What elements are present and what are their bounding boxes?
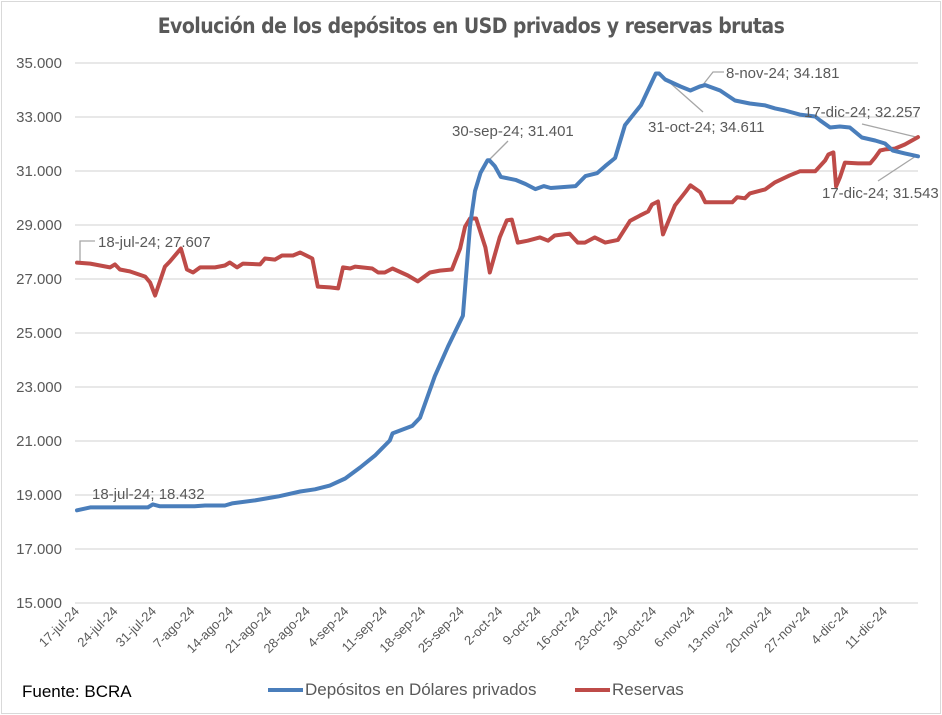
legend-item-depositos[interactable]: Depósitos en Dólares privados (268, 680, 537, 700)
legend-swatch-reservas (575, 688, 610, 692)
legend-item-reservas[interactable]: Reservas (575, 680, 684, 700)
data-label: 8-nov-24; 34.181 (726, 65, 839, 82)
data-label: 18-jul-24; 18.432 (92, 486, 205, 503)
x-tick-label: 11-dic-24 (842, 604, 890, 652)
y-tick-label: 33.000 (16, 109, 62, 126)
x-axis-ticks: 17-jul-2424-jul-2431-jul-247-ago-2414-ag… (36, 604, 890, 657)
data-label: 17-dic-24; 32.257 (804, 104, 921, 121)
y-tick-label: 15.000 (16, 595, 62, 612)
data-label: 30-sep-24; 31.401 (452, 123, 574, 140)
data-label: 31-oct-24; 34.611 (648, 119, 764, 136)
annotation-leader-line (79, 240, 95, 262)
y-tick-label: 29.000 (16, 217, 62, 234)
x-tick-label: 2-oct-24 (461, 604, 505, 648)
annotation-leader-line (877, 155, 917, 182)
legend-label-reservas: Reservas (612, 680, 684, 699)
y-tick-label: 25.000 (16, 325, 62, 342)
reservas-line (75, 135, 920, 298)
x-tick-label: 24-jul-24 (74, 604, 120, 650)
annotation-leaders (79, 71, 917, 262)
annotation-leader-line (487, 140, 509, 162)
y-tick-label: 35.000 (16, 55, 62, 72)
annotation-labels: 18-jul-24; 27.607 18-jul-24; 18.432 30-sep… (92, 65, 939, 503)
y-axis-ticks: 15.000 17.000 19.000 21.000 23.000 25.000 27.0… (16, 55, 62, 612)
y-tick-label: 19.000 (16, 487, 62, 504)
series-lines (75, 71, 920, 513)
y-tick-label: 27.000 (16, 271, 62, 288)
chart-title: Evolución de los depósitos en USD privad… (157, 14, 785, 38)
y-tick-label: 31.000 (16, 163, 62, 180)
annotation-leader-line (861, 123, 917, 138)
y-tick-label: 21.000 (16, 433, 62, 450)
depositos-line (75, 71, 920, 513)
legend: Depósitos en Dólares privados Reservas (0, 680, 942, 702)
legend-label-depositos: Depósitos en Dólares privados (305, 680, 537, 699)
annotation-leader-line (701, 71, 724, 87)
y-tick-label: 17.000 (16, 541, 62, 558)
source-note: Fuente: BCRA (22, 682, 132, 701)
data-label: 17-dic-24; 31.543 (822, 185, 939, 202)
data-label: 18-jul-24; 27.607 (98, 234, 211, 251)
y-tick-label: 23.000 (16, 379, 62, 396)
legend-swatch-depositos (268, 688, 303, 692)
gridlines (75, 62, 918, 604)
